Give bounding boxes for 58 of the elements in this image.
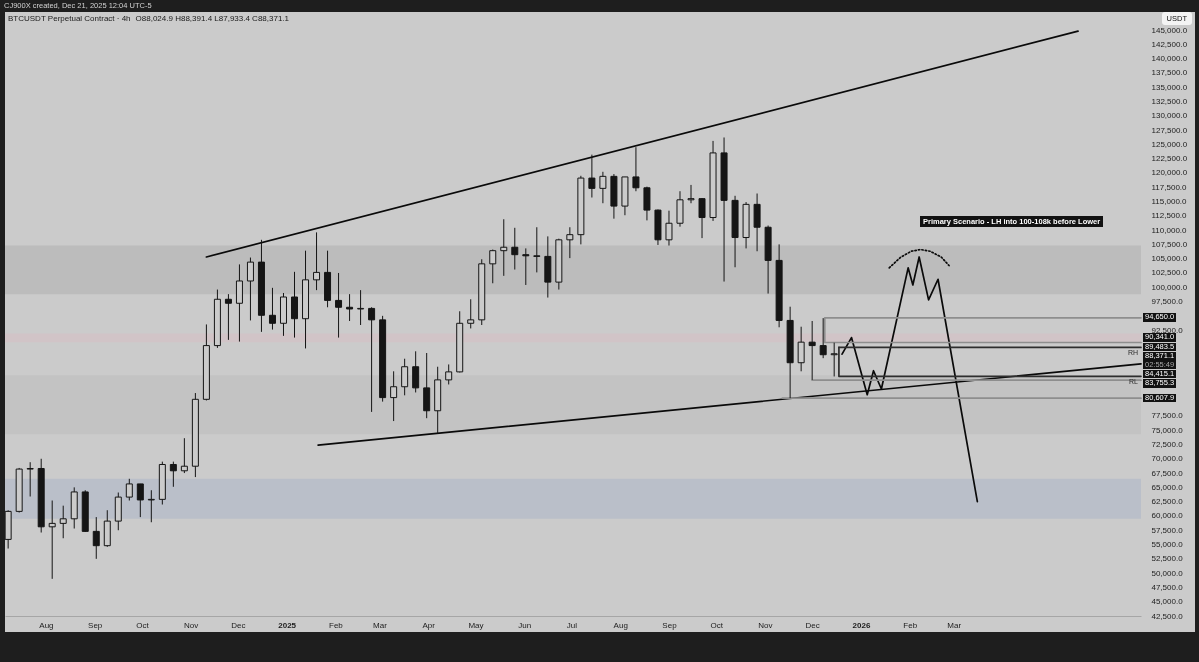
y-tick-label: 135,000.0 bbox=[1151, 82, 1188, 92]
y-tick-label: 52,500.0 bbox=[1151, 554, 1184, 564]
y-tick-label: 97,500.0 bbox=[1151, 297, 1184, 307]
y-tick-label: 140,000.0 bbox=[1151, 54, 1188, 64]
y-tick-label: 145,000.0 bbox=[1151, 25, 1188, 35]
y-tick-label: 130,000.0 bbox=[1151, 111, 1188, 121]
x-tick-label: Nov bbox=[184, 620, 199, 630]
x-tick-label: Mar bbox=[373, 620, 388, 630]
x-tick-label: Feb bbox=[903, 620, 918, 630]
x-tick-label: Mar bbox=[947, 620, 962, 630]
y-tick-label: 55,000.0 bbox=[1151, 540, 1184, 550]
y-tick-label: 115,000.0 bbox=[1151, 197, 1188, 207]
y-tick-label: 122,500.0 bbox=[1151, 154, 1188, 164]
y-tick-label: 47,500.0 bbox=[1151, 582, 1184, 592]
y-tick-label: 142,500.0 bbox=[1151, 39, 1188, 49]
y-tick-label: 127,500.0 bbox=[1151, 125, 1188, 135]
y-tick-label: 92,500.0 bbox=[1151, 325, 1184, 335]
x-tick-label: Dec bbox=[231, 620, 246, 630]
y-tick-label: 75,000.0 bbox=[1151, 425, 1184, 435]
y-tick-label: 72,500.0 bbox=[1151, 439, 1184, 449]
x-tick-label: 2025 bbox=[278, 620, 297, 630]
y-tick-label: 110,000.0 bbox=[1151, 225, 1188, 235]
x-tick-label: Apr bbox=[422, 620, 436, 630]
y-tick-label: 107,500.0 bbox=[1151, 239, 1188, 249]
x-tick-label: Sep bbox=[662, 620, 678, 630]
y-tick-label: 70,000.0 bbox=[1151, 454, 1184, 464]
y-tick-label: 57,500.0 bbox=[1151, 525, 1184, 535]
x-tick-label: Jun bbox=[518, 620, 532, 630]
y-tick-label: 100,000.0 bbox=[1151, 282, 1188, 292]
y-tick-label: 105,000.0 bbox=[1151, 254, 1188, 264]
y-tick-label: 117,500.0 bbox=[1151, 182, 1188, 192]
y-tick-label: 102,500.0 bbox=[1151, 268, 1188, 278]
y-tick-label: 67,500.0 bbox=[1151, 468, 1184, 478]
y-tick-label: 137,500.0 bbox=[1151, 68, 1188, 78]
y-tick-label: 45,000.0 bbox=[1151, 597, 1184, 607]
y-tick-label: 120,000.0 bbox=[1151, 168, 1188, 178]
x-tick-label: Oct bbox=[136, 620, 150, 630]
x-tick-label: Aug bbox=[613, 620, 628, 630]
x-tick-label: Feb bbox=[329, 620, 344, 630]
y-tick-label: 112,500.0 bbox=[1151, 211, 1188, 221]
x-tick-label: Sep bbox=[88, 620, 103, 630]
y-tick-label: 125,000.0 bbox=[1151, 139, 1188, 149]
y-tick-label: 65,000.0 bbox=[1151, 482, 1184, 492]
x-tick-label: Nov bbox=[758, 620, 773, 630]
y-tick-label: 50,000.0 bbox=[1151, 568, 1184, 578]
y-tick-label: 60,000.0 bbox=[1151, 511, 1184, 521]
x-tick-label: 2026 bbox=[852, 620, 871, 630]
chart-subtitle: O88,024.9 H88,391.4 L87,933.4 C88,371.1 bbox=[135, 14, 290, 23]
y-tick-label: 42,500.0 bbox=[1151, 611, 1184, 621]
x-tick-label: Dec bbox=[805, 620, 820, 630]
y-tick-label: 62,500.0 bbox=[1151, 497, 1184, 507]
x-tick-label: May bbox=[468, 620, 484, 630]
y-tick-label: 132,500.0 bbox=[1151, 96, 1188, 106]
chart-title: BTCUSDT Perpetual Contract · 4h bbox=[8, 14, 131, 23]
x-tick-label: Oct bbox=[710, 620, 724, 630]
x-tick-label: Aug bbox=[39, 620, 54, 630]
y-tick-label: 77,500.0 bbox=[1151, 411, 1184, 421]
x-tick-label: Jul bbox=[566, 620, 578, 630]
